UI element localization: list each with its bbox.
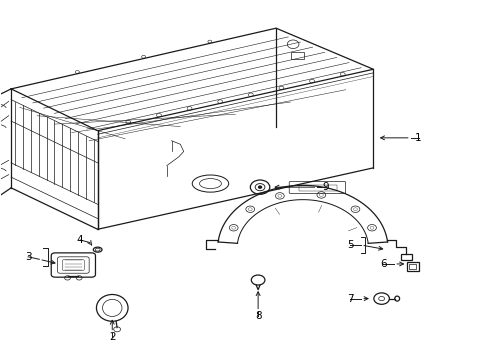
Text: 4: 4 — [77, 235, 83, 245]
Circle shape — [258, 186, 261, 188]
Text: 8: 8 — [254, 311, 261, 321]
Text: 1: 1 — [414, 133, 421, 143]
Text: 3: 3 — [25, 252, 31, 262]
Text: 5: 5 — [346, 240, 353, 250]
Text: 9: 9 — [322, 182, 329, 192]
Text: 6: 6 — [379, 259, 386, 269]
Text: 7: 7 — [346, 294, 353, 303]
Text: 2: 2 — [109, 332, 115, 342]
